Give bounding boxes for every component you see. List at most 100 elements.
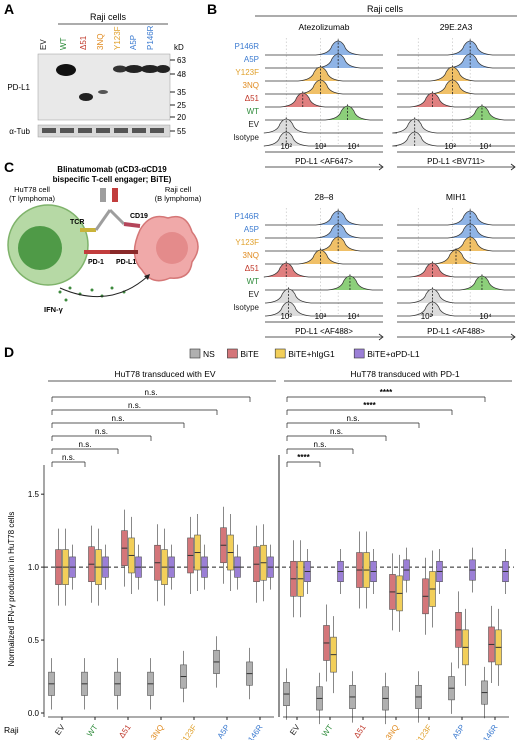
kd-label: kD: [174, 43, 184, 52]
flow-row-label: Δ51: [245, 264, 260, 273]
x-category-label: P146R: [243, 723, 265, 740]
cd19-icon: [123, 222, 141, 228]
marker-25: 25: [177, 101, 186, 110]
flow-histogram: [397, 223, 515, 239]
y-tick-label: 0.5: [28, 636, 40, 645]
lane-label: A5P: [129, 35, 138, 50]
diagram-title-1: Blinatumomab (αCD3-αCD19: [57, 165, 167, 174]
panel-c: C Blinatumomab (αCD3-αCD19 bispecific T-…: [0, 159, 205, 320]
legend-swatch: [274, 348, 286, 359]
flow-row-label: P146R: [235, 42, 260, 51]
flow-row-label: WT: [247, 107, 260, 116]
flow-histogram: [392, 131, 515, 147]
flow-histogram: [263, 131, 383, 147]
flow-histogram: [397, 262, 515, 278]
t-cell-sub: (T lymphoma): [9, 194, 56, 203]
bite-diagram: C Blinatumomab (αCD3-αCD19 bispecific T-…: [4, 159, 202, 314]
flow-histogram: [265, 40, 383, 56]
significance-label: n.s.: [330, 427, 343, 436]
flow-histogram: [397, 105, 515, 121]
flow-x-label: PD-L1 <AF647>: [295, 157, 353, 166]
x-category-label: Y123F: [178, 723, 199, 740]
pdl1-row-label: PD-L1: [7, 83, 30, 92]
y-axis-label: Normalized IFN-γ production in HuT78 cel…: [7, 512, 16, 667]
flow-histogram: [397, 40, 515, 56]
flow-row-label: Y123F: [235, 238, 259, 247]
flow-histogram: [397, 210, 515, 226]
legend-label: BiTE: [240, 349, 259, 359]
significance-label: ****: [380, 388, 393, 397]
flow-x-label: PD-L1 <BV711>: [427, 157, 485, 166]
panel-d: D NS BiTE BiTE+hIgG1 BiTE+αPD-L1 HuT78 trans…: [0, 344, 520, 745]
group-right-title: HuT78 transduced with PD-1: [350, 369, 459, 379]
x-category-label: 3NQ: [149, 723, 166, 740]
marker-63: 63: [177, 56, 186, 65]
flow-histogram: [265, 249, 383, 265]
flow-histogram: [265, 66, 383, 82]
pd1-label: PD-1: [88, 259, 104, 266]
ifn-label: IFN-γ: [44, 305, 64, 314]
significance-label: ****: [363, 401, 376, 410]
flow-row-label: P146R: [235, 212, 260, 221]
ifn-arrow: [59, 275, 149, 298]
flow-histogram: [397, 249, 515, 265]
panel-a: A Raji cells EV WT Δ51 3NQ Y123F A5P P146R kD …: [0, 0, 205, 160]
panel-b: B Raji cells P146R A5P Y123F 3NQ Δ51 WT EV Isot…: [205, 0, 520, 345]
flow-row-label: 3NQ: [243, 251, 259, 260]
flow-histogram: [265, 92, 383, 108]
x-category-label: Δ51: [117, 723, 133, 740]
lane-label: Y123F: [113, 26, 122, 50]
marker-20: 20: [177, 113, 186, 122]
flow-histogram: [392, 118, 515, 134]
significance-label: n.s.: [128, 401, 141, 410]
x-category-label: Δ51: [352, 723, 368, 740]
lane-label: EV: [39, 39, 48, 50]
panel-label-c: C: [4, 160, 14, 175]
flow-histogram: [265, 105, 383, 121]
flow-row-label: WT: [247, 277, 260, 286]
pdl1-label: PD-L1: [116, 259, 136, 266]
tub-row-label: α-Tub: [9, 127, 30, 136]
flow-row-label: 3NQ: [243, 81, 259, 90]
flow-tick-label: 10²: [280, 142, 292, 151]
x-category-label: EV: [53, 722, 67, 736]
flow-histogram: [263, 262, 383, 278]
flow-row-label: EV: [248, 120, 259, 129]
flow-histogram: [397, 275, 515, 291]
flow-histogram: [397, 301, 515, 317]
western-blot: A Raji cells EV WT Δ51 3NQ Y123F A5P P146R kD …: [4, 1, 186, 138]
flow-row-label: A5P: [244, 225, 259, 234]
x-category-label: Y123F: [413, 723, 434, 740]
flow-tick-label: 10²: [280, 312, 292, 321]
flow-histogram: [397, 288, 515, 304]
significance-label: n.s.: [347, 414, 360, 423]
flow-x-label: PD-L1 <AF488>: [295, 327, 353, 336]
flow-plot-title: 28–8: [315, 192, 334, 202]
flow-plot-title: 29E.2A3: [440, 22, 473, 32]
marker-35: 35: [177, 88, 186, 97]
flow-tick-label: 10³: [315, 142, 327, 151]
x-category-label: WT: [320, 723, 335, 738]
flow-tick-label: 10⁴: [347, 312, 360, 321]
significance-label: n.s.: [145, 388, 158, 397]
legend-label: NS: [203, 349, 215, 359]
cd19-label: CD19: [130, 213, 148, 220]
flow-histogram: [397, 79, 515, 95]
x-category-label: P146R: [478, 723, 500, 740]
flow-row-label: Isotype: [233, 133, 259, 142]
marker-55: 55: [177, 127, 186, 136]
significance-label: n.s.: [79, 440, 92, 449]
y-tick-label: 1.5: [28, 490, 40, 499]
x-category-label: EV: [288, 722, 302, 736]
diagram-title-2: bispecific T-cell engager; BiTE): [53, 175, 172, 184]
flow-histograms: B Raji cells P146R A5P Y123F 3NQ Δ51 WT EV Isot…: [207, 1, 517, 341]
panel-label-b: B: [207, 1, 217, 17]
flow-tick-label: 10⁴: [479, 142, 492, 151]
legend-label: BiTE+αPD-L1: [367, 349, 420, 359]
y-tick-label: 0.0: [28, 709, 40, 718]
flow-histogram: [263, 118, 383, 134]
panel-label-a: A: [4, 1, 14, 17]
significance-label: n.s.: [62, 453, 75, 462]
y-tick-label: 1.0: [28, 563, 40, 572]
legend-swatch: [227, 348, 238, 359]
